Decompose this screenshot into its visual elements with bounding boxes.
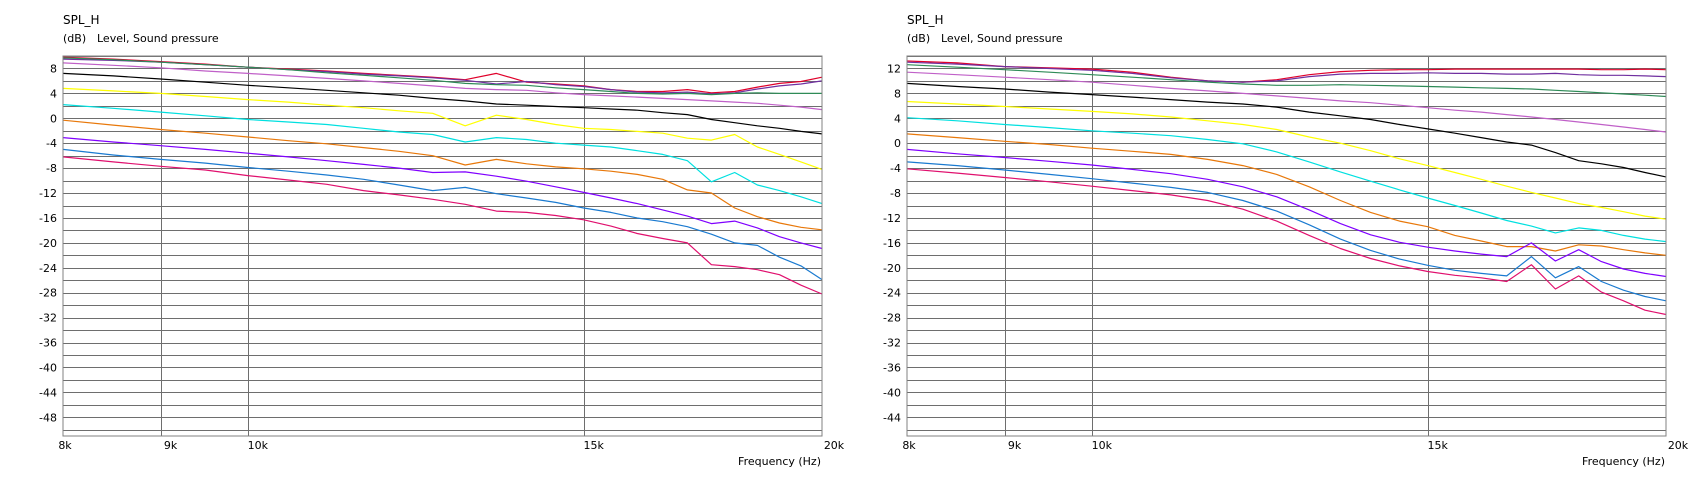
y-tick-label: 4 — [50, 87, 57, 100]
y-axis-unit: (dB) — [63, 32, 86, 45]
chart-svg-right: SPL_H (dB) Level, Sound pressure Frequen… — [883, 13, 1689, 468]
y-tick-label: -44 — [883, 411, 901, 424]
x-axis-label: Frequency (Hz) — [738, 455, 821, 468]
y-tick-label: -8 — [890, 187, 901, 200]
x-tick-label: 10k — [248, 439, 269, 452]
y-tick-label: 8 — [50, 62, 57, 75]
grid-lines — [907, 56, 1666, 436]
chart-svg-left: SPL_H (dB) Level, Sound pressure Frequen… — [39, 13, 845, 468]
x-tick-label: 15k — [584, 439, 605, 452]
series-line-11 — [62, 156, 823, 295]
series-line-1 — [906, 60, 1667, 83]
y-tick-labels: 12 8 4 0 -4 -8 -12 -16 -20 -24 -28 -32 -36 -40 -44 — [883, 62, 901, 424]
y-tick-label: -36 — [883, 361, 901, 374]
y-tick-label: -16 — [883, 237, 901, 250]
y-tick-label: -8 — [46, 162, 57, 175]
series-line-3 — [62, 57, 822, 96]
series-line-10 — [62, 148, 823, 281]
y-tick-label: -12 — [883, 212, 901, 225]
x-tick-label: 9k — [1008, 439, 1022, 452]
y-tick-label: 4 — [894, 112, 901, 125]
y-tick-label: -40 — [39, 361, 57, 374]
series-line-4 — [62, 62, 823, 111]
y-tick-label: -40 — [883, 386, 901, 399]
series-line-7 — [62, 104, 823, 205]
y-axis-unit: (dB) — [907, 32, 930, 45]
y-tick-label: -16 — [39, 212, 57, 225]
data-lines — [62, 56, 823, 295]
y-tick-label: -20 — [883, 262, 901, 275]
series-line-8 — [62, 119, 823, 231]
series-line-11 — [906, 168, 1667, 316]
x-tick-label: 8k — [902, 439, 916, 452]
y-tick-label: -28 — [39, 287, 57, 300]
y-tick-label: -24 — [883, 287, 901, 300]
y-tick-label: -4 — [890, 162, 901, 175]
series-line-5 — [62, 72, 823, 135]
plot-frame — [906, 55, 1667, 437]
y-tick-label: -44 — [39, 386, 57, 399]
y-tick-label: -20 — [39, 237, 57, 250]
x-tick-labels: 8k 9k 10k 15k 20k — [902, 439, 1688, 452]
spl-chart-right: SPL_H (dB) Level, Sound pressure Frequen… — [852, 0, 1704, 491]
y-tick-label: -32 — [39, 312, 57, 325]
y-tick-label: -24 — [39, 262, 57, 275]
series-line-6 — [906, 100, 1667, 220]
plot-frame — [62, 55, 823, 437]
spl-chart-left: SPL_H (dB) Level, Sound pressure Frequen… — [0, 0, 852, 491]
series-line-6 — [62, 87, 823, 170]
y-axis-label: Level, Sound pressure — [941, 32, 1063, 45]
x-tick-label: 8k — [58, 439, 72, 452]
series-line-8 — [906, 133, 1667, 256]
chart-title: SPL_H — [63, 13, 100, 27]
y-tick-label: -28 — [883, 312, 901, 325]
x-tick-label: 15k — [1428, 439, 1449, 452]
data-lines — [906, 60, 1667, 316]
series-line-9 — [906, 148, 1667, 278]
y-tick-label: -32 — [883, 337, 901, 350]
series-line-4 — [906, 71, 1667, 133]
series-line-7 — [906, 117, 1667, 243]
x-tick-label: 20k — [824, 439, 845, 452]
y-axis-label: Level, Sound pressure — [97, 32, 219, 45]
series-line-5 — [906, 82, 1667, 178]
x-tick-label: 10k — [1092, 439, 1113, 452]
y-tick-label: -36 — [39, 337, 57, 350]
series-line-9 — [62, 137, 823, 250]
y-tick-label: 12 — [887, 62, 901, 75]
x-axis-label: Frequency (Hz) — [1582, 455, 1665, 468]
y-tick-label: -48 — [39, 411, 57, 424]
chart-title: SPL_H — [907, 13, 944, 27]
y-tick-labels: 8 4 0 -4 -8 -12 -16 -20 -24 -28 -32 -36 -40 -44 -48 — [39, 62, 57, 424]
x-tick-label: 20k — [1668, 439, 1689, 452]
x-tick-label: 9k — [164, 439, 178, 452]
series-line-2 — [906, 61, 1667, 83]
grid-lines — [63, 56, 822, 436]
y-tick-label: -4 — [46, 137, 57, 150]
y-tick-label: -12 — [39, 187, 57, 200]
series-line-2 — [62, 58, 823, 95]
x-tick-labels: 8k 9k 10k 15k 20k — [58, 439, 844, 452]
series-line-10 — [906, 161, 1667, 302]
y-tick-label: 0 — [50, 112, 57, 125]
y-tick-label: 8 — [894, 87, 901, 100]
y-tick-label: 0 — [894, 137, 901, 150]
series-line-3 — [906, 64, 1667, 98]
